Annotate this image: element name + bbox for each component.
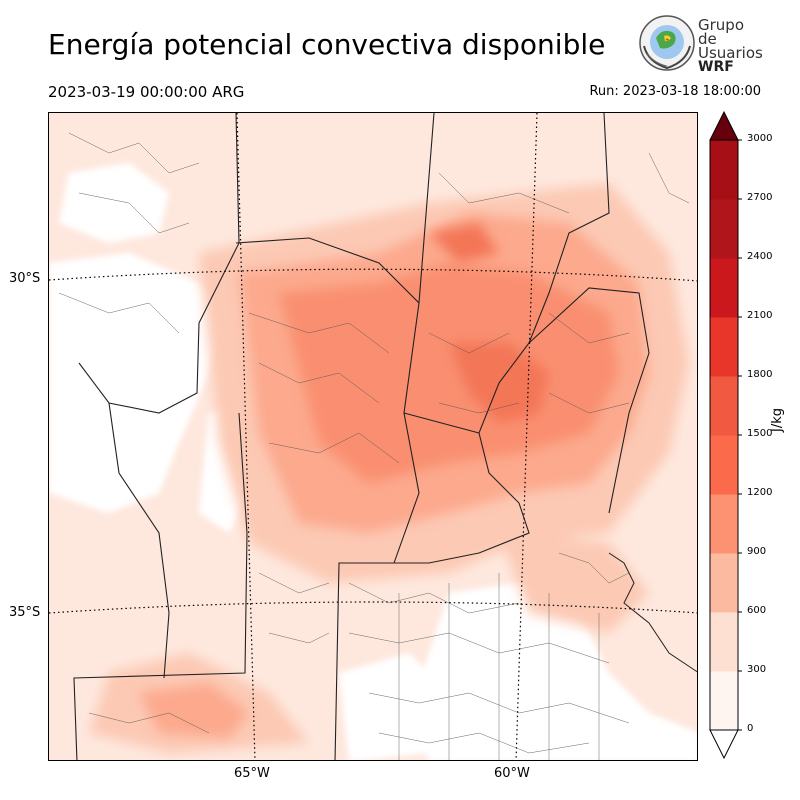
logo-line1: Grupo de [698, 16, 744, 48]
cape-map-svg [49, 113, 697, 760]
colorbar-bands [710, 140, 738, 731]
colorbar [709, 110, 742, 760]
cape-map [48, 112, 698, 761]
logo-text: Grupo de Usuarios WRF [698, 16, 763, 75]
province-borders [73, 113, 650, 760]
colorbar-band [710, 258, 738, 318]
colorbar-tick-label: 1200 [747, 487, 773, 498]
colorbar-band [710, 140, 738, 200]
colorbar-band [710, 317, 738, 377]
colorbar-band [710, 494, 738, 554]
logo-line2: Usuarios [698, 44, 763, 62]
colorbar-tick-label: 300 [747, 664, 767, 675]
latitude-line-30S [49, 268, 697, 282]
logo-line3: WRF [698, 59, 734, 75]
colorbar-tick-label: 1500 [747, 428, 773, 439]
colorbar-band [710, 435, 738, 495]
colorbar-band [710, 612, 738, 672]
colorbar-tick-label: 1800 [747, 369, 773, 380]
colorbar-band [710, 671, 738, 731]
colorbar-ticks [738, 139, 742, 731]
wrf-users-logo: Grupo de Usuarios WRF [638, 14, 763, 74]
colorbar-tick-label: 3000 [747, 133, 773, 144]
colorbar-extend-max [709, 110, 739, 141]
cape-level-900 [279, 263, 619, 483]
colorbar-extend-min [709, 729, 739, 760]
longitude-line-60W [515, 113, 538, 760]
cape-low-areas [49, 163, 697, 760]
colorbar-tick-label: 0 [747, 723, 754, 734]
colorbar-band [710, 199, 738, 259]
colorbar-band [710, 553, 738, 613]
colorbar-tick-label: 2700 [747, 192, 773, 203]
colorbar-unit: J/kg [770, 408, 785, 432]
longitude-line-65W [236, 113, 256, 760]
graticule [49, 113, 697, 760]
map-title: Energía potencial convectiva disponible [48, 28, 606, 61]
colorbar-tick-label: 2400 [747, 251, 773, 262]
latitude-label-35S: 35°S [9, 605, 41, 620]
longitude-label-60W: 60°W [494, 766, 530, 781]
coastline [608, 552, 697, 673]
colorbar-tick-label: 2100 [747, 310, 773, 321]
colorbar-band [710, 376, 738, 436]
latitude-line-35S [49, 601, 697, 614]
colorbar-tick-label: 600 [747, 605, 767, 616]
department-borders [58, 132, 690, 760]
latitude-label-30S: 30°S [9, 271, 41, 286]
longitude-label-65W: 65°W [234, 766, 270, 781]
valid-time: 2023-03-19 00:00:00 ARG [48, 83, 245, 101]
run-time: Run: 2023-03-18 18:00:00 [589, 84, 761, 99]
colorbar-tick-label: 900 [747, 546, 767, 557]
globe-emblem-icon [639, 15, 695, 71]
